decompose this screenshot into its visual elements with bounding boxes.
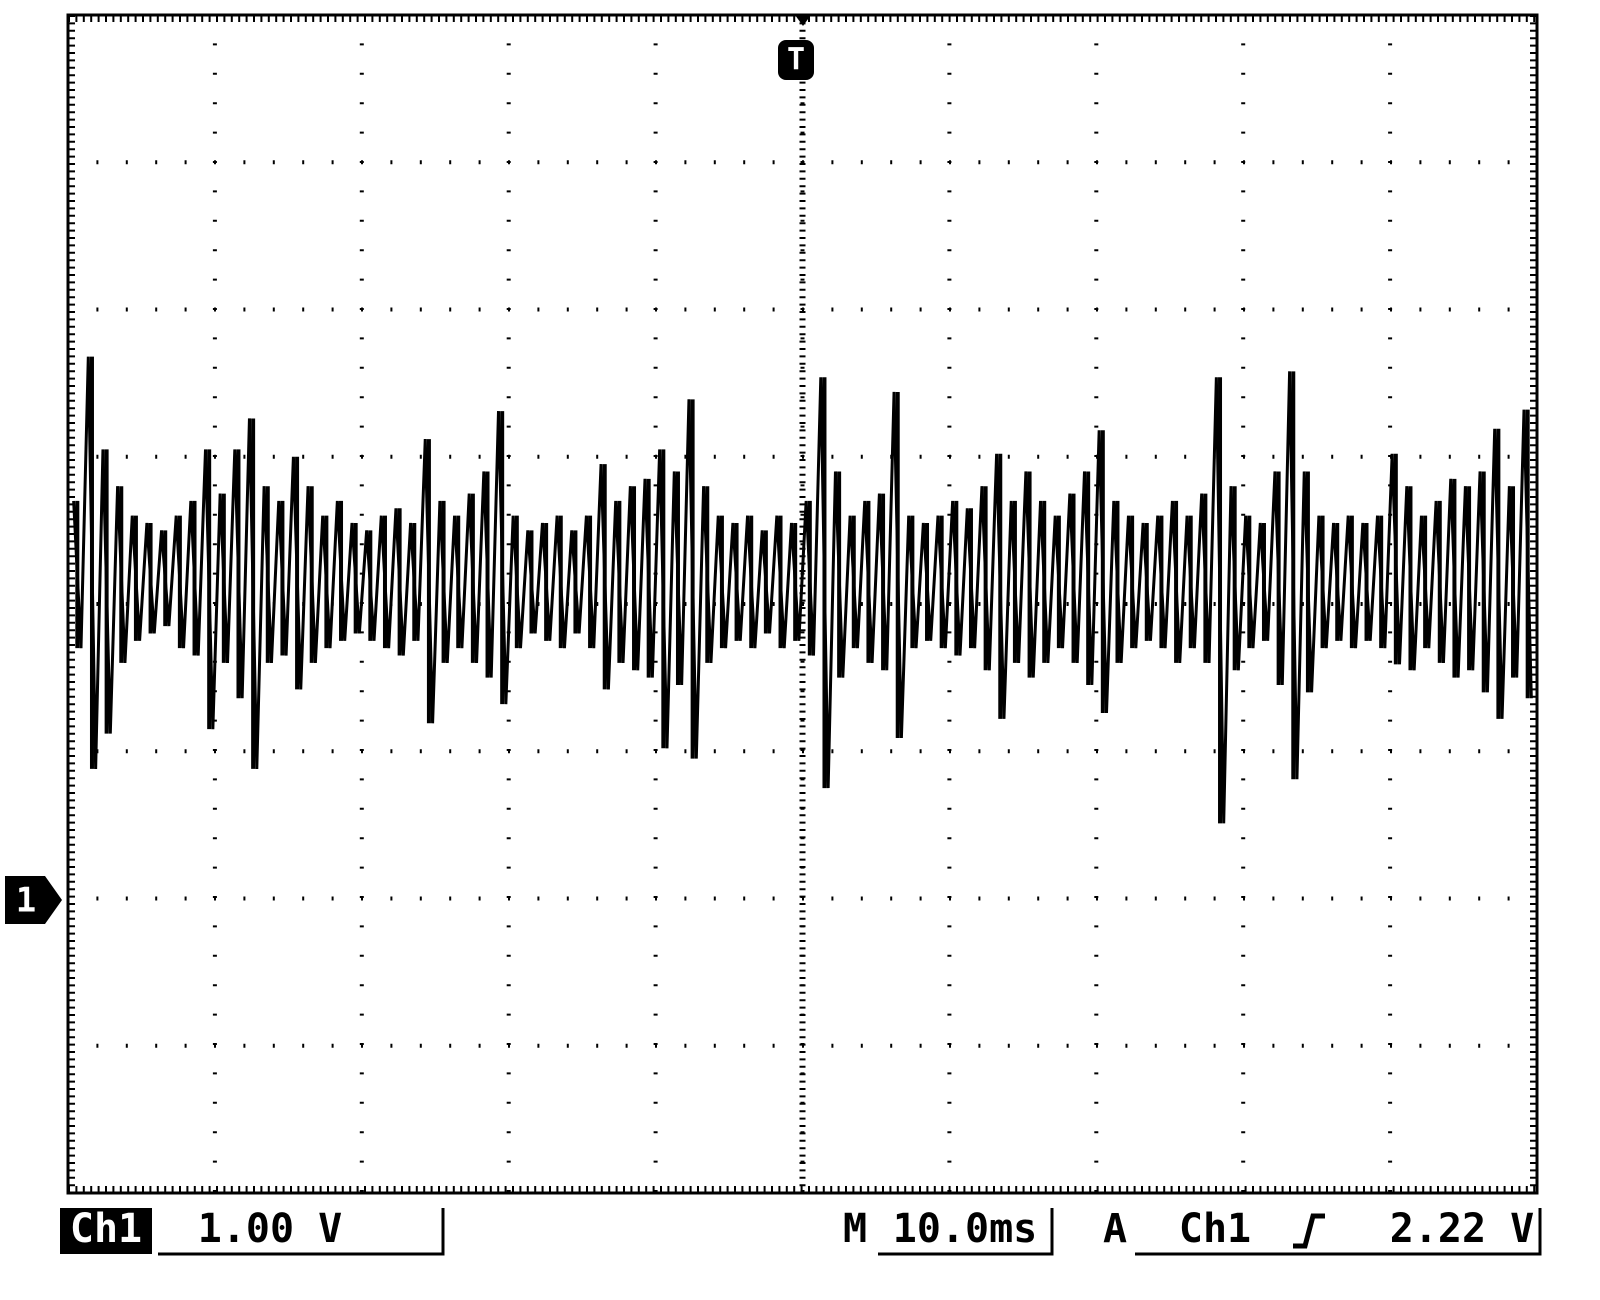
channel-box: [60, 1208, 152, 1254]
timebase: 10.0ms: [893, 1206, 1038, 1252]
timebase-prefix: M: [843, 1206, 867, 1252]
trigger-marker: T: [787, 43, 805, 78]
trigger-frame: [1135, 1208, 1542, 1256]
trigger-slope: [1293, 1213, 1325, 1249]
vertical-scale: 1.00 V: [198, 1206, 343, 1252]
trigger-source: Ch1: [1179, 1206, 1251, 1252]
trace: [72, 356, 1533, 824]
timebase-frame: [878, 1208, 1054, 1256]
channel-marker: 1: [16, 881, 36, 921]
channel-marker-box: [5, 876, 62, 924]
trigger-position: [795, 15, 811, 26]
channel-label: Ch1: [70, 1206, 142, 1252]
scale-frame: [158, 1208, 445, 1256]
trigger-level: 2.22 V: [1390, 1206, 1535, 1252]
trigger-marker-box: [778, 40, 814, 80]
trigger-mode: A: [1103, 1206, 1127, 1252]
waveform: [72, 356, 1533, 824]
